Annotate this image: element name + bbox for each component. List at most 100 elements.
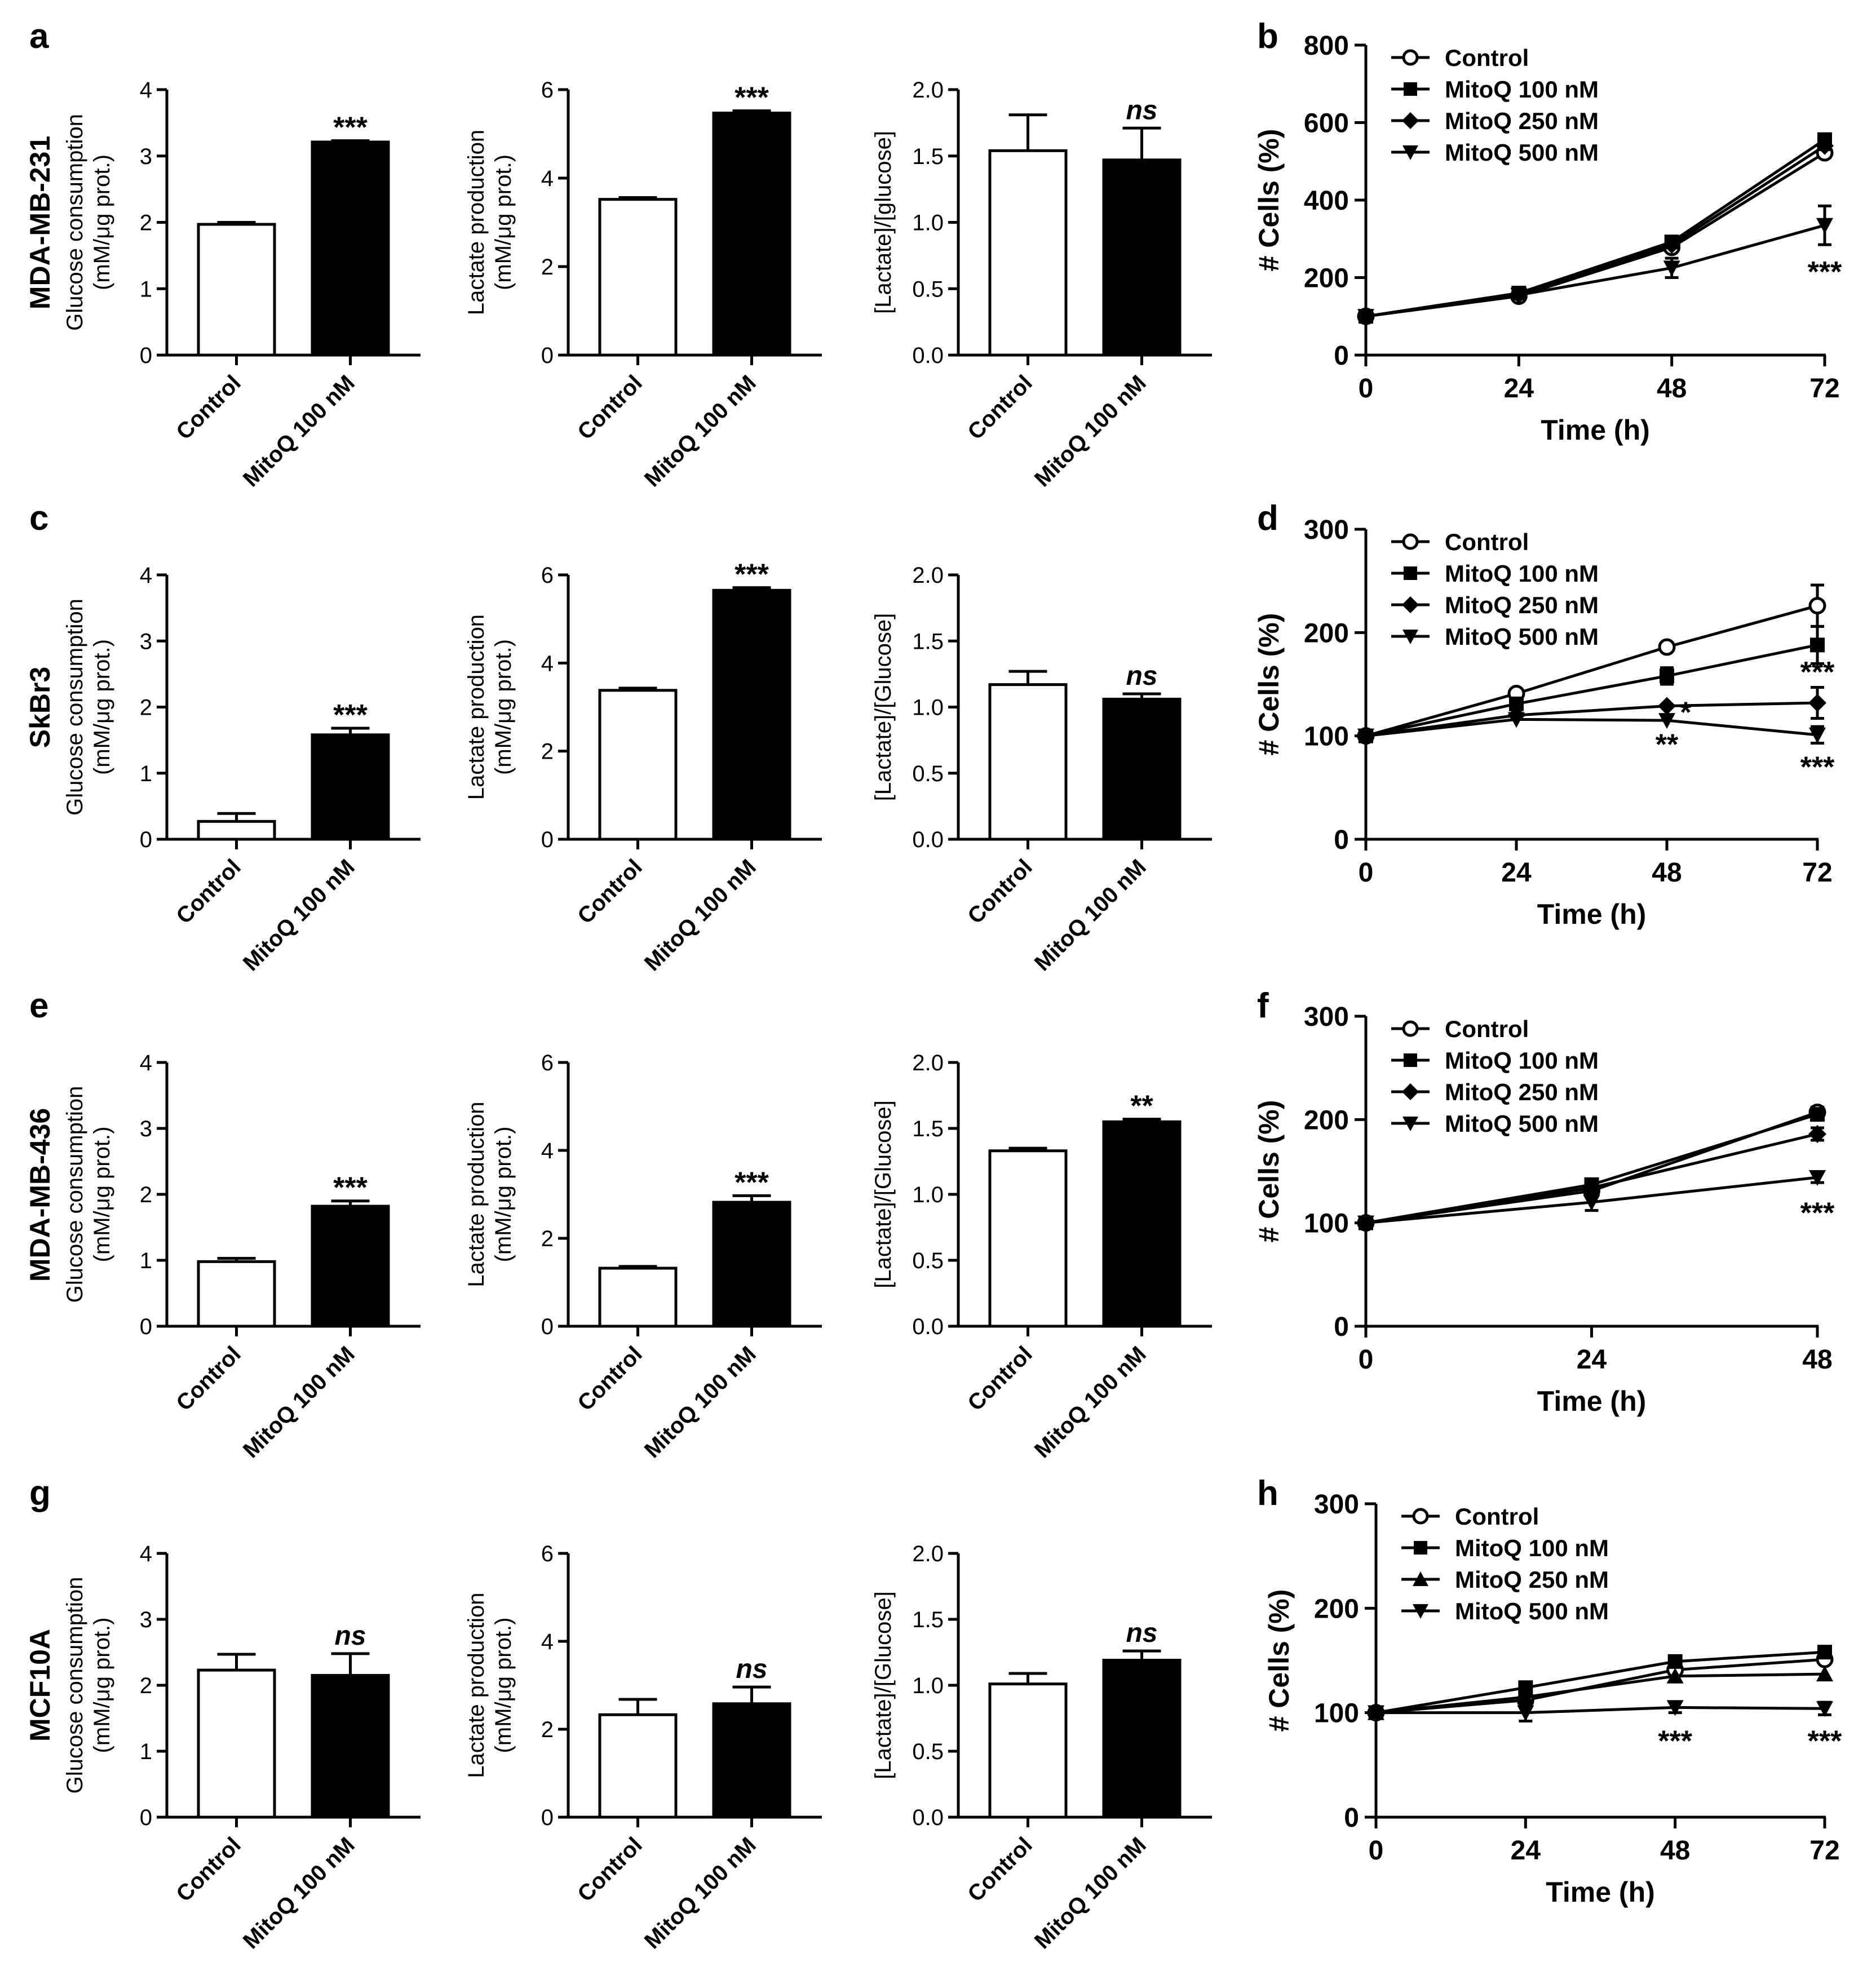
x-category-label: MitoQ 100 nM [1030,1341,1151,1463]
data-point [1809,727,1826,743]
y-axis-label: # Cells (%) [1253,129,1285,272]
data-point [1413,1571,1428,1586]
data-point [1414,1541,1427,1555]
legend-entry: MitoQ 250 nM [1455,1566,1609,1593]
x-tick-label: 0 [1369,1836,1384,1866]
data-point [1662,236,1681,254]
y-axis-label: Lactate production [464,1101,489,1287]
y-tick-label: 2 [140,1183,152,1207]
y-tick-label: 0 [1344,1803,1359,1833]
series-line [1357,1125,1826,1232]
data-point [1402,112,1419,129]
y-axis-label: [Lactate]/[glucose] [871,131,896,314]
bar-mitoq [712,588,791,841]
data-point [1517,1705,1534,1721]
data-point [1402,145,1418,160]
panel-letter: a [29,17,49,56]
x-axis-label: Time (h) [1541,414,1650,446]
data-point [1357,728,1374,745]
data-point [1816,1666,1833,1682]
y-tick-label: 4 [140,78,152,103]
y-axis-label-units: (mM/μg prot.) [90,1618,114,1753]
legend: Control MitoQ 100 nM MitoQ 250 nM MitoQ 500… [1401,1503,1609,1624]
panel-letter: f [1257,986,1269,1025]
y-axis-label-units: (mM/μg prot.) [90,1127,114,1263]
chart-e2: 0 2 4 6 Lactate production (mM/μg prot.) Contr… [464,1051,822,1463]
data-point [1583,1195,1600,1211]
y-tick-label: 2.0 [912,1542,944,1566]
x-category-label: MitoQ 100 nM [238,854,360,976]
y-tick-label: 0.5 [912,277,944,302]
y-tick-label: 2 [140,211,152,236]
data-point [1413,1604,1428,1619]
bar-mitoq [1102,1120,1182,1328]
chart-e3: 0.0 0.5 1.0 1.5 2.0 [Lactate]/[Glucose] Contro… [871,1051,1212,1463]
data-point [1402,1020,1419,1037]
y-tick-label: 100 [1314,1699,1359,1729]
x-tick-label: 24 [1501,858,1532,888]
x-axis-label: Time (h) [1546,1876,1655,1908]
bar-control [598,1713,678,1819]
y-axis-label: Glucose consumption [63,114,87,331]
significance-label: ns [1126,661,1157,691]
y-axis-label: Glucose consumption [63,599,87,816]
data-point [1357,309,1374,325]
legend-entry: MitoQ 100 nM [1445,76,1599,103]
significance-label: ** [1656,728,1679,761]
x-category-label: Control [573,1341,647,1416]
legend-entry: MitoQ 100 nM [1455,1535,1609,1561]
bar-control [598,689,678,841]
series-line [1357,204,1833,325]
data-point [1816,218,1833,234]
legend-entry: MitoQ 500 nM [1455,1598,1609,1624]
data-point [1810,1107,1825,1122]
data-point [1808,597,1826,615]
y-tick-label: 200 [1304,264,1349,294]
y-tick-label: 800 [1304,31,1349,61]
data-point [1660,668,1674,684]
y-tick-label: 0 [541,1314,554,1339]
bar-control [988,1682,1068,1819]
data-point [1357,1215,1374,1232]
panel-letter: b [1257,17,1278,56]
legend-entry: MitoQ 250 nM [1445,592,1599,618]
y-axis-label-units: (mM/μg prot.) [491,1618,516,1753]
legend: Control MitoQ 100 nM MitoQ 250 nM MitoQ 500… [1391,45,1599,166]
y-axis-label-units: (mM/μg prot.) [491,639,516,775]
significance-label: *** [1800,656,1835,689]
y-axis-label-units: (mM/μg prot.) [491,1127,516,1263]
panel-letter: e [29,986,48,1025]
legend-entry: MitoQ 250 nM [1445,1079,1599,1105]
series-path [1365,701,1818,738]
legend-entry: MitoQ 100 nM [1445,560,1599,587]
bar-control [988,1149,1068,1328]
data-point [1404,1053,1417,1067]
y-tick-label: 1 [140,761,152,786]
y-tick-label: 1.5 [912,144,944,169]
y-axis-label-units: (mM/μg prot.) [90,639,114,775]
x-tick-label: 48 [1652,858,1682,888]
data-point [1402,596,1419,613]
significance-label: *** [1808,256,1842,289]
series-path [1376,1706,1825,1715]
bar-mitoq [311,1673,390,1819]
x-tick-label: 72 [1802,858,1832,888]
x-tick-label: 48 [1657,374,1687,404]
y-tick-label: 4 [541,1139,554,1163]
bar-control [197,223,276,357]
bar-control [197,1260,276,1328]
x-category-label: MitoQ 100 nM [1030,370,1151,491]
significance-label: *** [735,559,769,591]
y-tick-label: 3 [140,1607,152,1632]
y-tick-label: 2.0 [912,78,944,103]
x-category-label: Control [963,1832,1037,1907]
legend-entry: MitoQ 100 nM [1445,1047,1599,1074]
y-tick-label: 1.0 [912,211,944,236]
y-tick-label: 1.0 [912,1183,944,1207]
y-tick-label: 1 [140,1248,152,1273]
x-tick-label: 0 [1359,858,1374,888]
x-tick-label: 48 [1802,1345,1832,1375]
series-path [1375,1658,1825,1715]
y-tick-label: 6 [541,1542,554,1566]
